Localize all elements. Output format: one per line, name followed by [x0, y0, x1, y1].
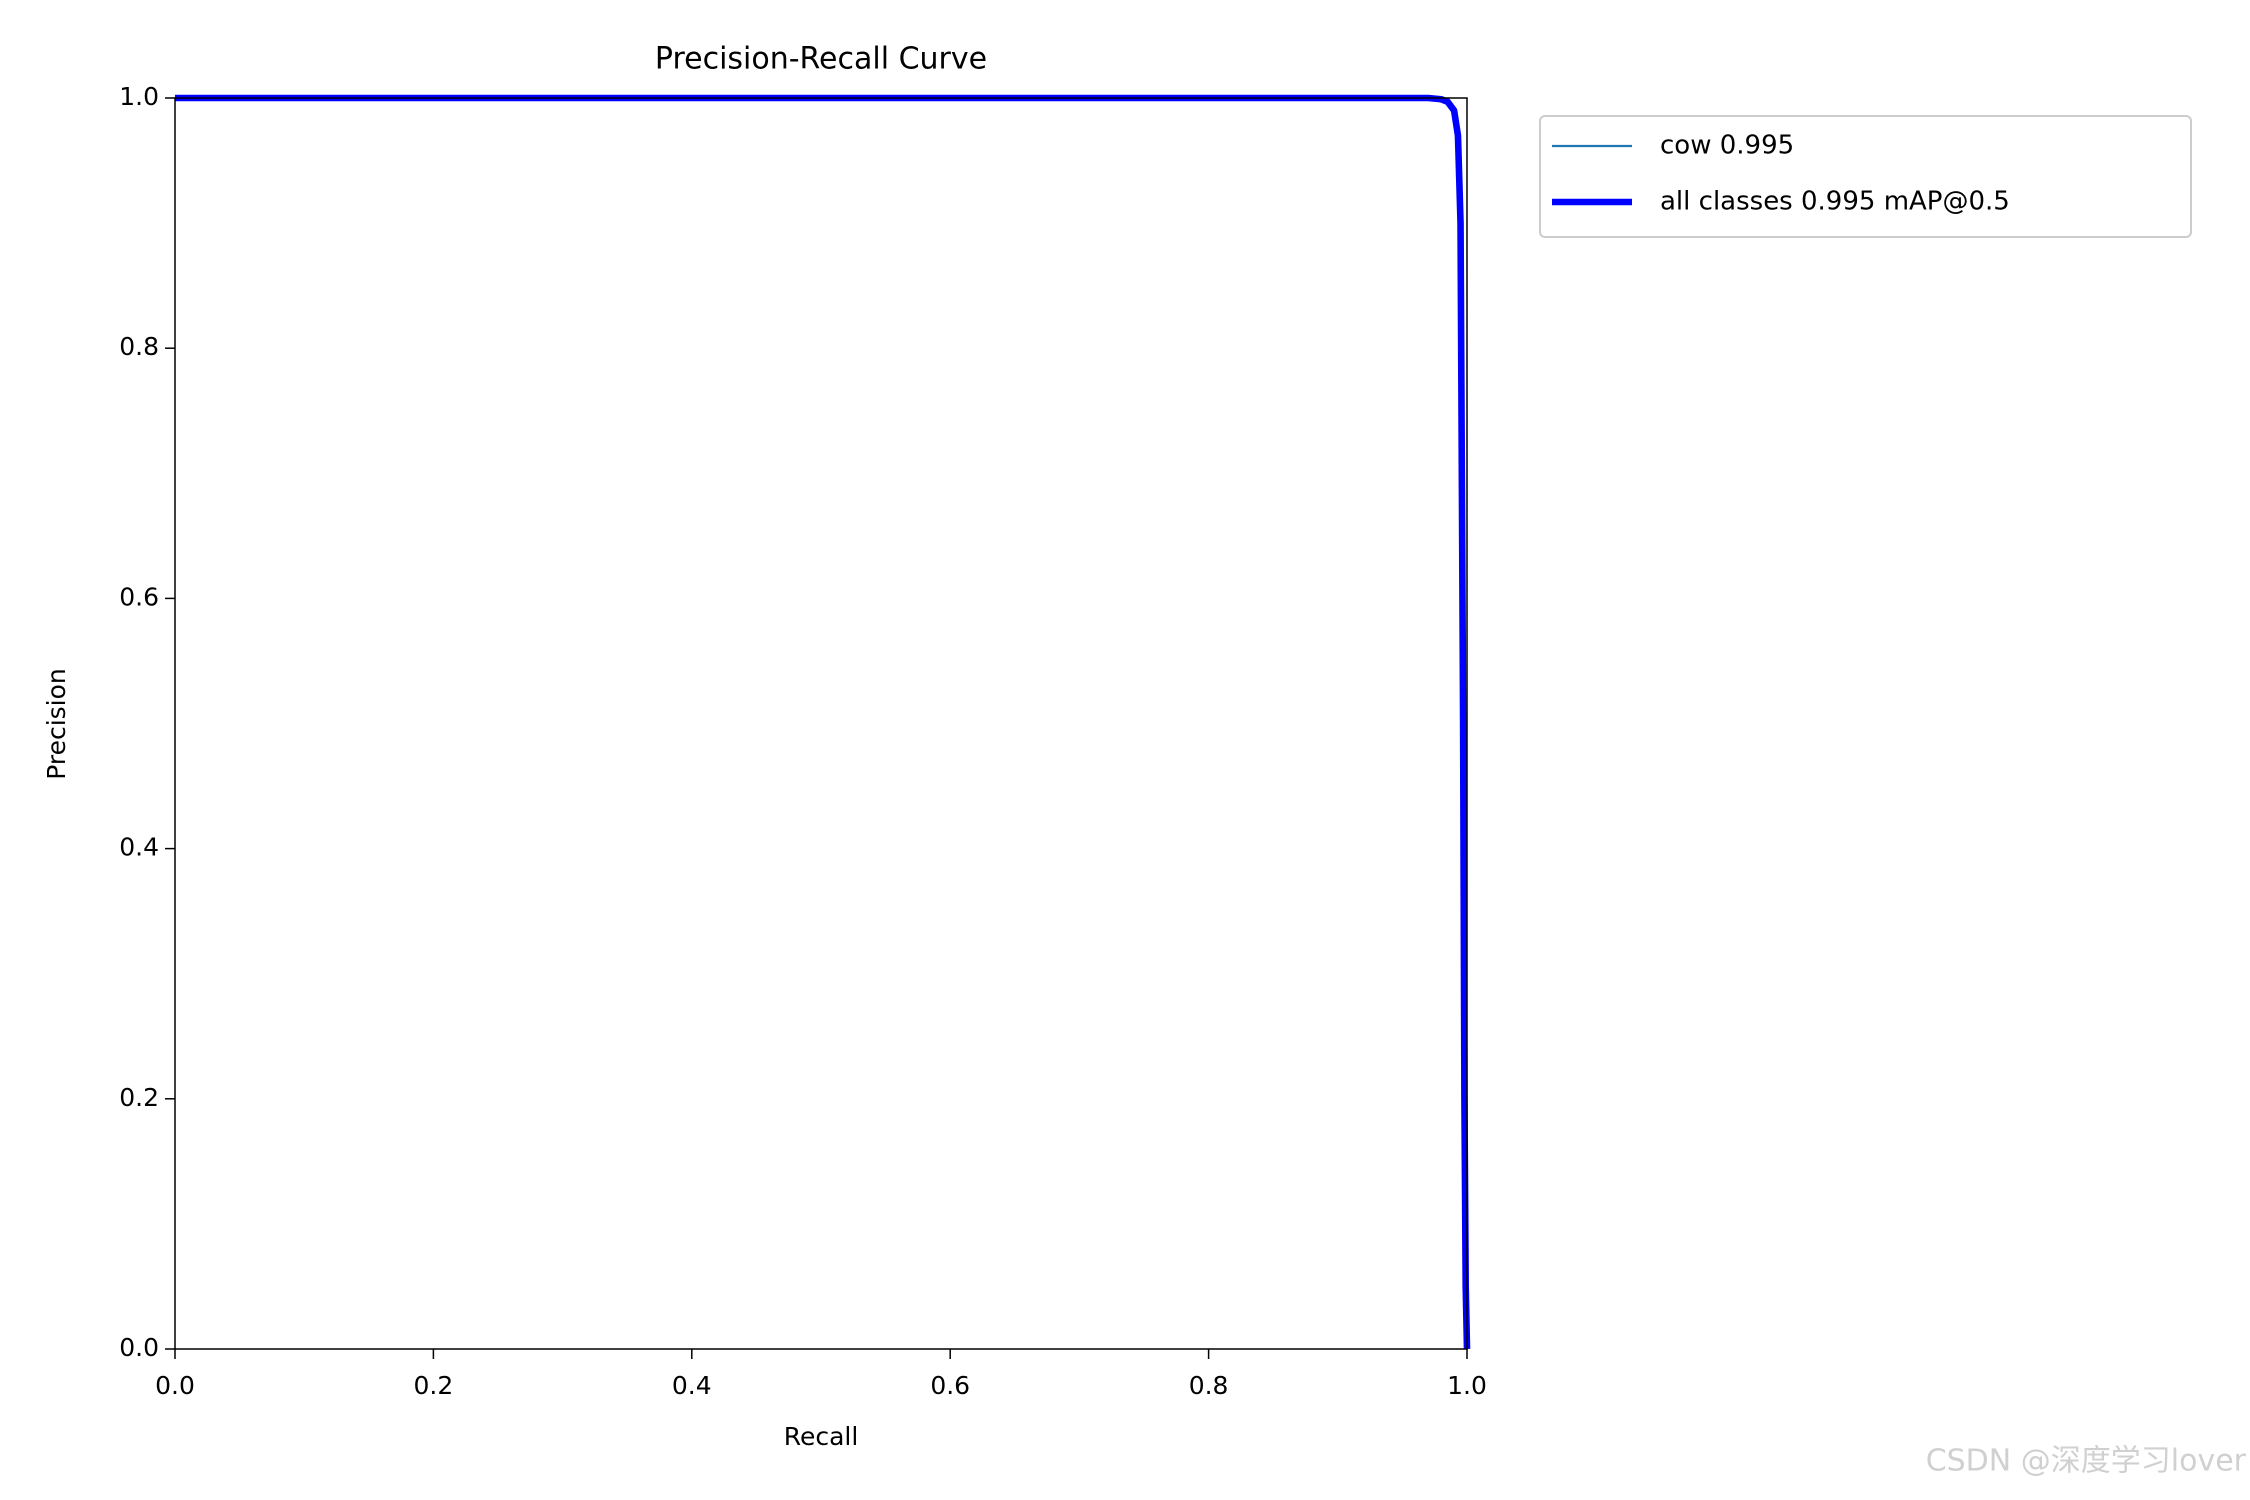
y-tick-label: 0.4: [119, 833, 159, 862]
x-axis-label: Recall: [784, 1422, 859, 1451]
chart-title: Precision-Recall Curve: [655, 42, 987, 77]
legend-label: cow 0.995: [1660, 131, 1794, 161]
y-tick-label: 0.2: [119, 1083, 159, 1112]
legend-box: [1539, 115, 2192, 238]
y-tick-label: 0.6: [119, 582, 159, 611]
x-tick-label: 0.8: [1189, 1371, 1229, 1400]
y-tick-label: 0.8: [119, 332, 159, 361]
plot-frame: [174, 97, 1468, 1350]
x-tick-label: 0.6: [930, 1371, 970, 1400]
x-tick-label: 0.2: [414, 1371, 454, 1400]
legend-label: all classes 0.995 mAP@0.5: [1660, 187, 2010, 217]
y-tick-label: 1.0: [119, 82, 159, 111]
x-tick-label: 1.0: [1447, 1371, 1487, 1400]
x-tick-label: 0.4: [672, 1371, 712, 1400]
y-axis-label: Precision: [42, 668, 71, 780]
watermark: CSDN @深度学习lover: [1926, 1444, 2247, 1479]
x-tick-label: 0.0: [155, 1371, 195, 1400]
y-tick-label: 0.0: [119, 1333, 159, 1362]
